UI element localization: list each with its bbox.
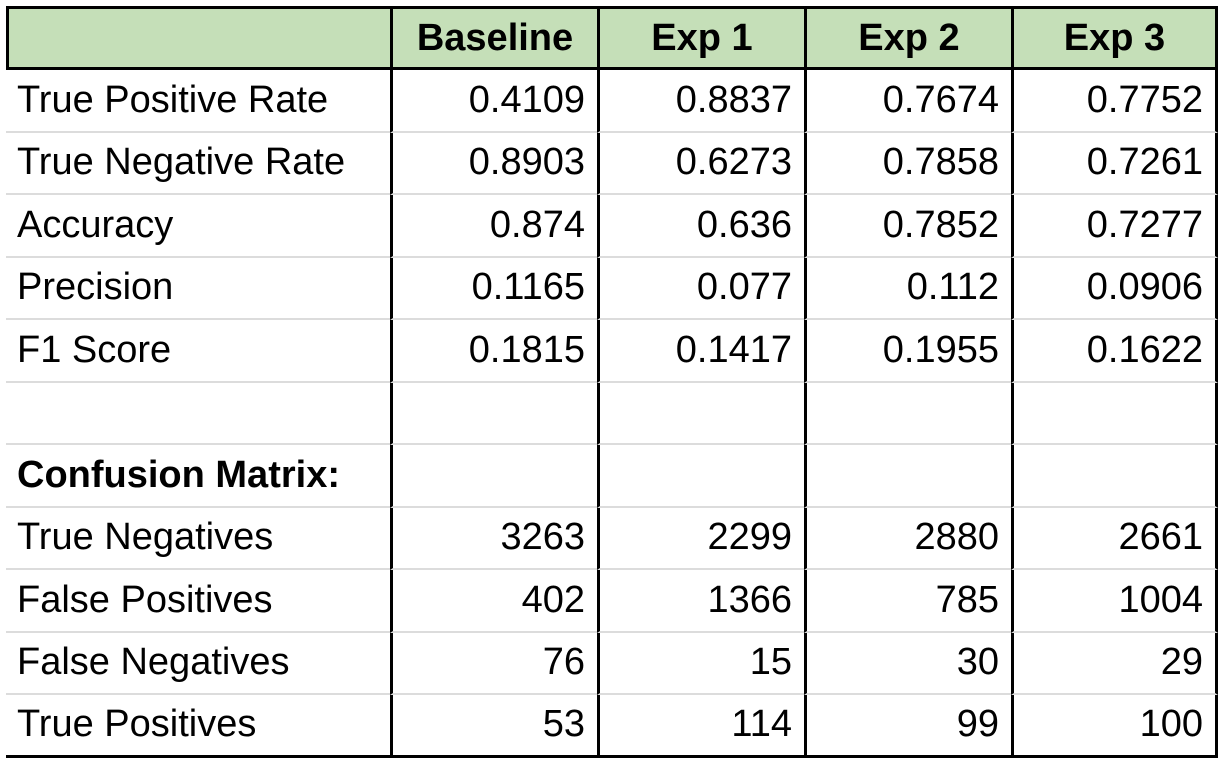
row-label-true-negatives[interactable]: True Negatives bbox=[6, 508, 390, 570]
cell-tpr-baseline[interactable]: 0.4109 bbox=[390, 70, 597, 133]
cell-tpr-exp1[interactable]: 0.8837 bbox=[597, 70, 804, 133]
row-label-true-positive-rate[interactable]: True Positive Rate bbox=[6, 70, 390, 133]
empty-cell[interactable] bbox=[597, 382, 804, 445]
cell-tpr-exp3[interactable]: 0.7752 bbox=[1011, 70, 1218, 133]
cell-tnr-exp1[interactable]: 0.6273 bbox=[597, 132, 804, 195]
empty-cell[interactable] bbox=[597, 445, 804, 508]
cell-f1-baseline[interactable]: 0.1815 bbox=[390, 320, 597, 383]
cell-tn-exp3[interactable]: 2661 bbox=[1011, 507, 1218, 570]
cell-accuracy-exp3[interactable]: 0.7277 bbox=[1011, 195, 1218, 258]
cell-tp-exp2[interactable]: 99 bbox=[804, 695, 1011, 758]
cell-accuracy-exp1[interactable]: 0.636 bbox=[597, 195, 804, 258]
section-label-confusion-matrix[interactable]: Confusion Matrix: bbox=[6, 445, 390, 508]
row-label-f1-score[interactable]: F1 Score bbox=[6, 320, 390, 383]
row-label-false-negatives[interactable]: False Negatives bbox=[6, 633, 390, 695]
cell-tn-baseline[interactable]: 3263 bbox=[390, 507, 597, 570]
cell-tnr-exp3[interactable]: 0.7261 bbox=[1011, 132, 1218, 195]
cell-tp-baseline[interactable]: 53 bbox=[390, 695, 597, 758]
cell-f1-exp3[interactable]: 0.1622 bbox=[1011, 320, 1218, 383]
empty-cell[interactable] bbox=[804, 445, 1011, 508]
cell-fn-baseline[interactable]: 76 bbox=[390, 632, 597, 695]
cell-tpr-exp2[interactable]: 0.7674 bbox=[804, 70, 1011, 133]
row-label-true-positives[interactable]: True Positives bbox=[6, 695, 390, 758]
empty-cell[interactable] bbox=[1011, 445, 1218, 508]
cell-f1-exp1[interactable]: 0.1417 bbox=[597, 320, 804, 383]
cell-tnr-exp2[interactable]: 0.7858 bbox=[804, 132, 1011, 195]
cell-fp-exp2[interactable]: 785 bbox=[804, 570, 1011, 633]
cell-fn-exp3[interactable]: 29 bbox=[1011, 632, 1218, 695]
row-label-accuracy[interactable]: Accuracy bbox=[6, 195, 390, 258]
cell-precision-baseline[interactable]: 0.1165 bbox=[390, 257, 597, 320]
header-baseline[interactable]: Baseline bbox=[390, 6, 597, 70]
cell-fn-exp1[interactable]: 15 bbox=[597, 632, 804, 695]
cell-tn-exp1[interactable]: 2299 bbox=[597, 507, 804, 570]
row-label-precision[interactable]: Precision bbox=[6, 258, 390, 320]
cell-precision-exp2[interactable]: 0.112 bbox=[804, 257, 1011, 320]
cell-tp-exp3[interactable]: 100 bbox=[1011, 695, 1218, 758]
empty-cell[interactable] bbox=[390, 445, 597, 508]
empty-cell[interactable] bbox=[804, 382, 1011, 445]
cell-tp-exp1[interactable]: 114 bbox=[597, 695, 804, 758]
cell-fn-exp2[interactable]: 30 bbox=[804, 632, 1011, 695]
cell-f1-exp2[interactable]: 0.1955 bbox=[804, 320, 1011, 383]
cell-fp-exp1[interactable]: 1366 bbox=[597, 570, 804, 633]
header-exp-2[interactable]: Exp 2 bbox=[804, 6, 1011, 70]
row-label-false-positives[interactable]: False Positives bbox=[6, 570, 390, 633]
header-corner-cell[interactable] bbox=[6, 6, 390, 70]
empty-cell[interactable] bbox=[6, 383, 390, 445]
cell-fp-baseline[interactable]: 402 bbox=[390, 570, 597, 633]
cell-accuracy-baseline[interactable]: 0.874 bbox=[390, 195, 597, 258]
cell-fp-exp3[interactable]: 1004 bbox=[1011, 570, 1218, 633]
empty-cell[interactable] bbox=[1011, 382, 1218, 445]
empty-cell[interactable] bbox=[390, 382, 597, 445]
header-exp-3[interactable]: Exp 3 bbox=[1011, 6, 1218, 70]
header-exp-1[interactable]: Exp 1 bbox=[597, 6, 804, 70]
row-label-true-negative-rate[interactable]: True Negative Rate bbox=[6, 133, 390, 195]
cell-precision-exp3[interactable]: 0.0906 bbox=[1011, 257, 1218, 320]
cell-tnr-baseline[interactable]: 0.8903 bbox=[390, 132, 597, 195]
results-table: Baseline Exp 1 Exp 2 Exp 3 True Positive… bbox=[6, 6, 1218, 758]
cell-precision-exp1[interactable]: 0.077 bbox=[597, 257, 804, 320]
cell-tn-exp2[interactable]: 2880 bbox=[804, 507, 1011, 570]
cell-accuracy-exp2[interactable]: 0.7852 bbox=[804, 195, 1011, 258]
